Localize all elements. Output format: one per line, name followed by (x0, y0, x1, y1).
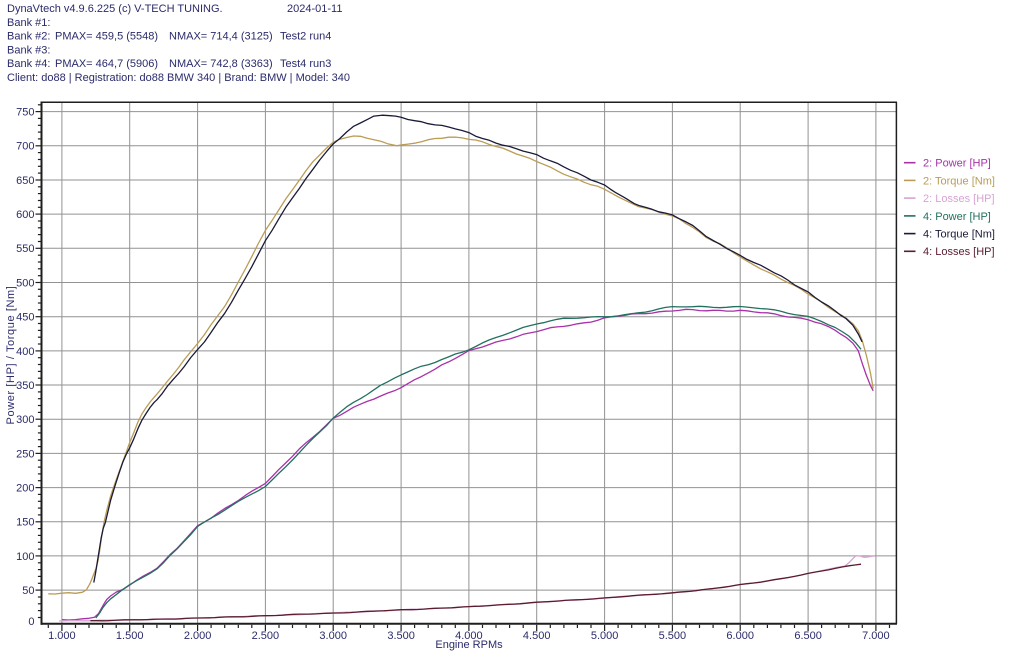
svg-text:DynaVtech v4.9.6.225 (c) V-TEC: DynaVtech v4.9.6.225 (c) V-TECH TUNING. (7, 3, 223, 15)
svg-text:PMAX= 464,7 (5906): PMAX= 464,7 (5906) (55, 58, 158, 70)
svg-text:2.000: 2.000 (184, 630, 212, 642)
svg-text:600: 600 (16, 209, 34, 221)
svg-text:NMAX= 742,8 (3363): NMAX= 742,8 (3363) (169, 58, 273, 70)
svg-text:450: 450 (16, 312, 34, 324)
svg-text:6.000: 6.000 (726, 630, 754, 642)
svg-text:1.000: 1.000 (48, 630, 76, 642)
svg-text:4.500: 4.500 (523, 630, 551, 642)
svg-text:3.000: 3.000 (319, 630, 347, 642)
svg-text:2: Torque [Nm]: 2: Torque [Nm] (923, 175, 995, 187)
svg-text:1.500: 1.500 (116, 630, 144, 642)
svg-text:750: 750 (16, 107, 34, 119)
svg-text:500: 500 (16, 277, 34, 289)
svg-text:7.000: 7.000 (862, 630, 890, 642)
svg-text:50: 50 (22, 585, 34, 597)
svg-text:200: 200 (16, 483, 34, 495)
svg-text:700: 700 (16, 141, 34, 153)
svg-text:NMAX= 714,4 (3125): NMAX= 714,4 (3125) (169, 31, 273, 43)
svg-text:2: Power [HP]: 2: Power [HP] (923, 158, 991, 170)
svg-text:5.500: 5.500 (659, 630, 687, 642)
svg-text:Client: do88 | Registration: d: Client: do88 | Registration: do88 BMW 34… (7, 72, 350, 84)
svg-text:Engine RPMs: Engine RPMs (435, 639, 503, 651)
svg-text:350: 350 (16, 380, 34, 392)
svg-text:PMAX= 459,5 (5548): PMAX= 459,5 (5548) (55, 31, 158, 43)
svg-text:4.000: 4.000 (455, 630, 483, 642)
svg-text:Bank #4:: Bank #4: (7, 58, 50, 70)
svg-text:2024-01-11: 2024-01-11 (287, 3, 342, 15)
svg-text:2.500: 2.500 (252, 630, 280, 642)
svg-text:Test2 run4: Test2 run4 (280, 31, 331, 43)
svg-text:550: 550 (16, 243, 34, 255)
svg-text:0: 0 (28, 616, 34, 628)
svg-text:6.500: 6.500 (794, 630, 822, 642)
svg-text:4: Torque [Nm]: 4: Torque [Nm] (923, 229, 995, 241)
svg-text:Test4 run3: Test4 run3 (280, 58, 331, 70)
svg-text:150: 150 (16, 517, 34, 529)
svg-text:300: 300 (16, 414, 34, 426)
svg-text:250: 250 (16, 448, 34, 460)
svg-text:5.000: 5.000 (591, 630, 619, 642)
svg-text:400: 400 (16, 346, 34, 358)
svg-text:Bank #3:: Bank #3: (7, 44, 50, 56)
svg-text:Bank #1:: Bank #1: (7, 17, 50, 29)
svg-text:Bank #2:: Bank #2: (7, 31, 50, 43)
svg-text:100: 100 (16, 551, 34, 563)
svg-text:650: 650 (16, 175, 34, 187)
svg-text:4: Losses [HP]: 4: Losses [HP] (923, 246, 995, 258)
svg-text:Power [HP] / Torque [Nm]: Power [HP] / Torque [Nm] (5, 286, 17, 425)
svg-text:2: Losses [HP]: 2: Losses [HP] (923, 193, 995, 205)
svg-text:4: Power [HP]: 4: Power [HP] (923, 211, 991, 223)
svg-text:3.500: 3.500 (387, 630, 415, 642)
